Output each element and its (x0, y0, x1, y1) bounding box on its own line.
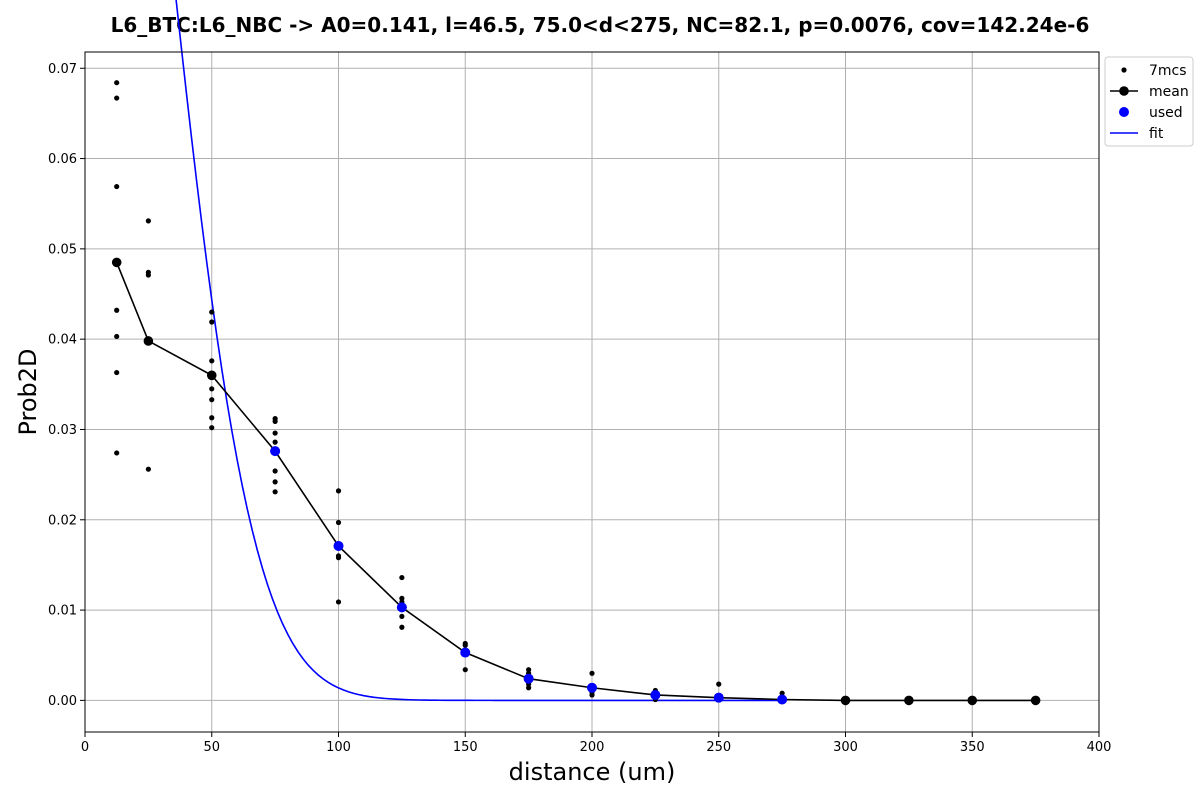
x-tick-label: 350 (960, 740, 985, 755)
used-point (523, 673, 534, 684)
legend-label: used (1149, 105, 1183, 121)
mcs-point (399, 624, 405, 630)
chart-title: L6_BTC:L6_NBC -> A0=0.141, l=46.5, 75.0<… (111, 13, 1090, 37)
mcs-point (589, 670, 595, 676)
y-tick-label: 0.07 (48, 62, 77, 77)
x-tick-label: 400 (1087, 740, 1112, 755)
used-point (713, 692, 724, 703)
mean-point (840, 695, 851, 706)
mcs-point (209, 319, 215, 325)
mcs-point (145, 466, 151, 472)
mcs-point (114, 450, 120, 456)
mcs-point (399, 595, 405, 601)
mcs-point (272, 439, 278, 445)
mean-line (115, 262, 1036, 702)
used-layer (270, 446, 788, 705)
mcs-point (114, 183, 120, 190)
used-point (587, 682, 597, 693)
mcs-point (272, 489, 278, 495)
mean-point (967, 695, 978, 706)
x-tick-label: 250 (706, 740, 731, 755)
used-point (333, 540, 344, 551)
y-tick-label: 0.04 (48, 333, 77, 348)
x-tick-label: 150 (453, 740, 478, 755)
mcs-point (526, 685, 532, 691)
y-tick-label: 0.03 (48, 423, 77, 438)
mcs-point (114, 369, 120, 376)
mcs-point (272, 479, 278, 485)
mcs-point (209, 397, 215, 403)
y-tick-label: 0.00 (48, 694, 77, 709)
legend-label: mean (1149, 84, 1189, 100)
x-tick-label: 50 (203, 740, 220, 755)
x-tick-label: 200 (580, 740, 605, 755)
mcs-point (399, 574, 405, 581)
grid (84, 52, 1100, 732)
legend-marker-mean (1119, 86, 1129, 96)
mcs-point (209, 309, 215, 315)
mcs-point (145, 272, 151, 278)
mcs-point (272, 468, 278, 474)
fit-line (175, 0, 780, 702)
mcs-point (114, 95, 120, 101)
mcs-point (114, 307, 120, 313)
mcs-point (335, 555, 342, 561)
legend-marker-used (1119, 107, 1129, 117)
used-point (777, 694, 788, 705)
x-tick-label: 100 (326, 740, 351, 755)
mean-point (904, 695, 914, 706)
y-tick-label: 0.06 (48, 152, 77, 167)
mean-point (206, 370, 217, 381)
mcs-point (462, 642, 468, 648)
used-point (396, 602, 407, 613)
points-layer (114, 80, 785, 703)
mcs-point (462, 667, 468, 673)
y-tick-label: 0.02 (48, 513, 77, 528)
mcs-point (114, 333, 120, 340)
used-point (650, 689, 661, 700)
mcs-point (272, 430, 278, 436)
mean-point (1030, 695, 1041, 706)
mcs-point (209, 386, 215, 392)
legend-label: fit (1149, 126, 1164, 142)
fit-layer (175, 0, 780, 702)
x-tick-label: 0 (81, 740, 89, 755)
mcs-point (335, 488, 342, 494)
x-axis-label: distance (um) (509, 758, 676, 786)
y-tick-label: 0.01 (48, 604, 77, 619)
legend: 7mcs mean used fit (1104, 56, 1194, 147)
mcs-point (399, 613, 405, 620)
mean-layer (111, 257, 1041, 706)
mcs-point (335, 519, 342, 526)
x-tick-label: 300 (833, 740, 858, 755)
mean-point (111, 257, 122, 268)
y-axis-label: Prob2D (14, 348, 42, 435)
legend-marker-7mcs (1121, 67, 1127, 73)
mcs-point (209, 425, 215, 431)
legend-label: 7mcs (1149, 63, 1187, 79)
mcs-point (145, 218, 151, 224)
mcs-point (335, 599, 342, 605)
y-tick-label: 0.05 (48, 242, 77, 257)
mcs-point (209, 358, 215, 364)
mcs-point (589, 692, 595, 698)
mcs-point (272, 418, 278, 424)
used-point (460, 647, 471, 658)
ticks: 0 50 100 150 200 250 300 350 400 0.00 0.01 0.02 0.03… (48, 62, 1111, 755)
mcs-point (779, 690, 785, 696)
mcs-point (114, 80, 120, 86)
mcs-point (526, 667, 532, 673)
legend-box (1104, 56, 1194, 147)
mcs-point (145, 340, 151, 346)
used-point (270, 446, 281, 457)
mcs-point (716, 681, 722, 687)
mcs-point (209, 415, 215, 421)
